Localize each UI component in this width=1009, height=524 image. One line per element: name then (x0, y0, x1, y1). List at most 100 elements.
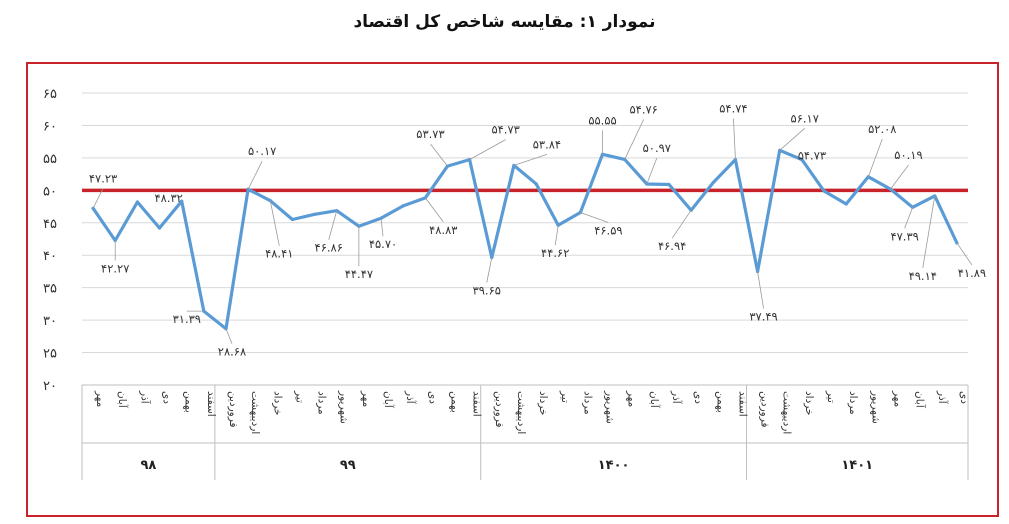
year-label: ۱۴۰۰ (598, 458, 630, 473)
x-tick-label: تیر (293, 390, 305, 403)
x-tick-label: شهریور (338, 390, 350, 424)
leader-line (247, 161, 263, 190)
x-tick-label: مهر (891, 390, 903, 407)
data-point (822, 189, 826, 193)
leader-line (733, 118, 736, 160)
x-tick-label: فروردین (227, 391, 239, 428)
line-chart: ۶۵ ۶۰ ۵۵ ۵۰ ۴۵ ۴۰ ۳۵ ۳۰ ۲۵ ۲۰ ۹۸ ۹۹ ۱۴۰۰ ۱۴۰۱ مهر آبان آ… (43, 87, 986, 480)
data-label: ۴۶.۵۹ (594, 223, 622, 237)
data-point (157, 226, 162, 230)
leader-line (554, 225, 559, 246)
data-point (180, 199, 184, 203)
series-line (91, 148, 959, 331)
x-tick-label: آبان (648, 391, 661, 409)
data-point (534, 182, 538, 186)
data-point (113, 238, 117, 243)
x-tick-label: بهمن (183, 391, 195, 413)
data-label: ۵۰.۹۷ (643, 141, 671, 155)
leader-line (486, 257, 493, 283)
x-tick-label: آبان (382, 391, 395, 409)
data-label: ۴۸.۴۱ (265, 247, 293, 261)
leader-line (779, 127, 805, 151)
data-point (290, 217, 295, 222)
data-label: ۴۹.۱۴ (909, 269, 937, 283)
data-point (490, 255, 494, 260)
x-tick-label: خرداد (537, 391, 549, 416)
x-tick-label: تیر (825, 390, 837, 403)
x-tick-label: مرداد (581, 391, 593, 415)
x-tick-label: مرداد (847, 391, 859, 415)
leader-line (513, 154, 548, 166)
leader-line (890, 164, 909, 190)
y-tick-label: ۶۵ (43, 87, 57, 102)
x-tick-label: شهریور (604, 390, 616, 424)
leader-line (328, 210, 338, 240)
x-tick-label: آذر (936, 390, 949, 405)
leader-line (92, 188, 104, 209)
data-point (401, 204, 405, 208)
y-tick-label: ۲۰ (43, 379, 57, 394)
x-tick-label: اردیبهشت (515, 391, 527, 434)
leader-line (922, 195, 936, 268)
data-label: ۴۴.۴۷ (345, 267, 373, 281)
data-label: ۵۰.۱۷ (248, 144, 276, 158)
data-label: ۳۱.۳۹ (173, 312, 201, 326)
data-point (733, 157, 738, 162)
y-tick-label: ۴۵ (43, 217, 57, 232)
y-tick-label: ۴۰ (43, 249, 57, 264)
leader-line (956, 242, 973, 266)
leader-line (671, 209, 692, 239)
data-point (379, 216, 383, 220)
x-tick-label: فروردین (493, 391, 505, 428)
leader-line (624, 119, 645, 160)
data-label: ۵۴.۷۴ (719, 102, 747, 116)
year-label: ۹۸ (141, 458, 157, 473)
x-tick-label: خرداد (271, 391, 283, 416)
data-label: ۴۶.۸۶ (315, 241, 343, 255)
year-label: ۹۹ (340, 458, 356, 473)
data-label: ۴۷.۲۳ (89, 171, 117, 185)
leader-line (269, 200, 280, 246)
data-point (844, 202, 848, 206)
data-point (335, 209, 339, 213)
data-label: ۲۸.۶۸ (218, 345, 246, 359)
x-tick-label: بهمن (714, 391, 726, 413)
leader-line (469, 139, 506, 160)
x-tick-label: دی (161, 391, 173, 404)
data-label: ۵۴.۷۳ (491, 123, 519, 137)
x-tick-label: دی (692, 391, 704, 404)
chart-frame: ۶۵ ۶۰ ۵۵ ۵۰ ۴۵ ۴۰ ۳۵ ۳۰ ۲۵ ۲۰ ۹۸ ۹۹ ۱۴۰۰ ۱۴۰۱ مهر آبان آ… (26, 62, 999, 517)
leader-line (867, 138, 883, 177)
y-tick-label: ۳۰ (43, 314, 57, 329)
data-label: ۴۶.۹۴ (658, 239, 686, 253)
data-label: ۵۶.۱۷ (791, 111, 819, 125)
x-tick-label: آذر (670, 390, 683, 405)
y-tick-label: ۳۵ (43, 282, 57, 297)
x-tick-label: مهر (360, 390, 372, 407)
data-point (711, 180, 715, 185)
data-point (135, 200, 139, 204)
x-tick-label: فروردین (759, 391, 771, 428)
data-label: ۵۵.۵۵ (588, 113, 616, 127)
x-tick-label: اردیبهشت (249, 391, 261, 434)
data-label: ۵۴.۷۶ (629, 102, 657, 116)
data-point (468, 158, 472, 162)
leader-line (580, 212, 609, 223)
year-label: ۱۴۰۱ (841, 458, 873, 473)
x-tick-label: اردیبهشت (781, 391, 793, 434)
leader-line (757, 271, 764, 309)
leader-line (430, 143, 448, 167)
data-point (312, 212, 317, 216)
x-tick-label: اسفند (736, 391, 748, 417)
x-tick-label: مرداد (316, 391, 328, 415)
x-tick-label: دی (958, 391, 970, 404)
data-label: ۴۸.۳۲ (154, 191, 182, 205)
x-tick-label: دی (426, 391, 438, 404)
y-tick-label: ۲۵ (43, 347, 57, 362)
x-tick-label: مهر (94, 390, 106, 407)
data-label: ۴۱.۸۹ (958, 266, 986, 280)
data-label: ۴۲.۲۷ (101, 261, 129, 275)
y-tick-label: ۵۰ (43, 184, 57, 199)
x-tick-label: تیر (559, 390, 571, 403)
data-label: ۵۰.۱۹ (894, 148, 922, 162)
